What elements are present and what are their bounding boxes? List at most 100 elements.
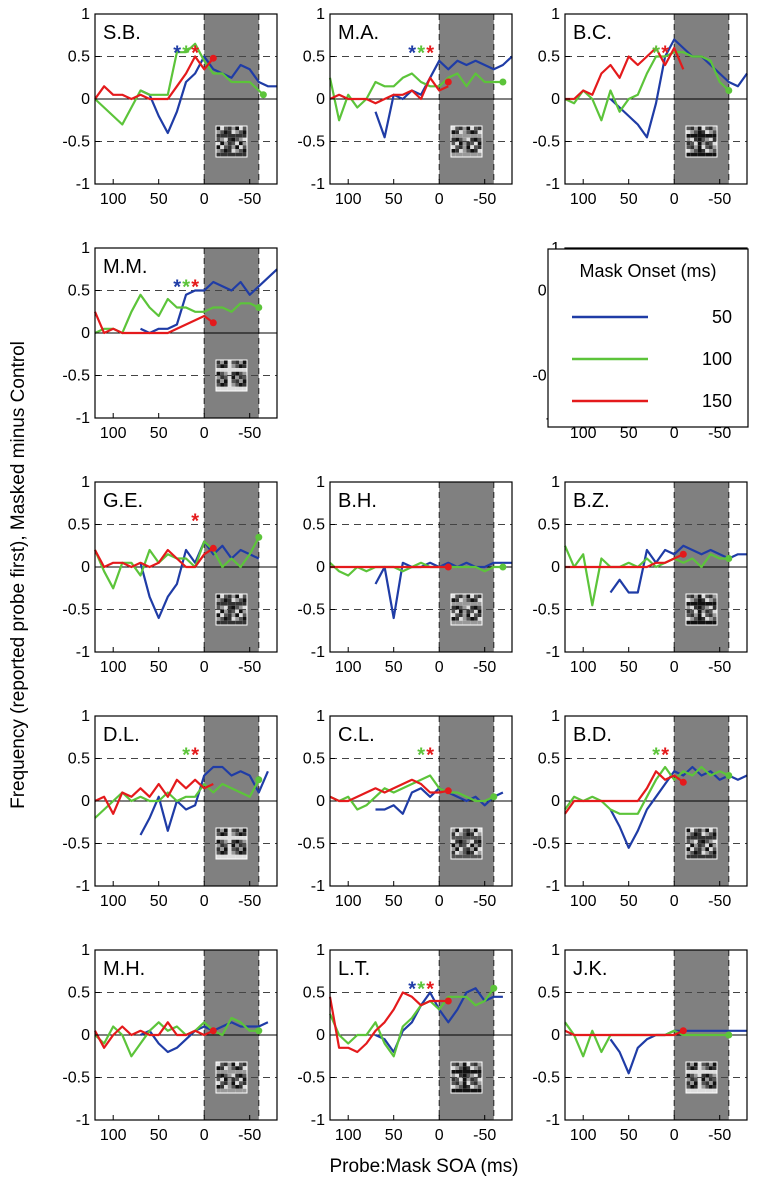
mask-icon-cell (224, 609, 228, 614)
mask-icon-cell (470, 620, 474, 625)
mask-icon-cell (694, 152, 698, 157)
significance-star-red: * (426, 745, 434, 767)
mask-icon-cell (451, 1077, 456, 1082)
mask-icon-cell (709, 145, 713, 149)
mask-icon-cell (462, 828, 467, 833)
mask-icon-cell (459, 145, 463, 149)
significance-star-red: * (426, 43, 434, 65)
x-tick-label: 50 (385, 1127, 403, 1144)
mask-icon-cell (455, 594, 459, 599)
mask-icon-cell (220, 364, 224, 368)
mask-icon-cell (709, 1081, 713, 1085)
mask-icon-cell (701, 609, 706, 614)
mask-icon-cell (227, 602, 232, 606)
y-tick-label: 1 (316, 474, 325, 491)
mask-icon-cell (686, 1081, 691, 1085)
mask-icon-cell (466, 598, 471, 602)
series-endpoint-150 (209, 54, 217, 62)
mask-icon-cell (459, 620, 463, 625)
mask-icon-cell (227, 613, 232, 617)
mask-icon-cell (231, 598, 236, 602)
series-endpoint-100 (490, 793, 498, 801)
mask-icon-cell (239, 613, 243, 617)
mask-icon-cell (697, 832, 702, 836)
mask-icon-cell (216, 386, 221, 391)
mask-icon-cell (466, 828, 471, 833)
mask-icon-cell (216, 1081, 221, 1085)
mask-icon-cell (235, 1077, 239, 1082)
mask-icon-cell (705, 126, 709, 131)
mask-icon-cell (239, 605, 243, 610)
mask-icon-cell (216, 1073, 221, 1078)
mask-icon-cell (477, 609, 482, 614)
mask-icon-cell (701, 598, 706, 602)
mask-icon-cell (705, 130, 709, 134)
mask-icon-cell (216, 371, 221, 376)
mask-icon-cell (705, 594, 709, 599)
mask-icon-cell (712, 851, 717, 855)
significance-star-red: * (191, 277, 199, 299)
x-tick-label: 50 (150, 659, 168, 676)
mask-icon-cell (470, 609, 474, 614)
y-tick-label: -1 (76, 878, 90, 895)
y-tick-label: 1 (316, 6, 325, 23)
mask-icon-cell (459, 1066, 463, 1070)
mask-icon-cell (231, 386, 236, 391)
mask-icon-cell (235, 368, 239, 372)
mask-icon-cell (705, 605, 709, 610)
mask-icon-cell (470, 605, 474, 610)
mask-icon-cell (242, 360, 247, 365)
mask-icon-cell (224, 137, 228, 142)
mask-icon-cell (459, 1073, 463, 1078)
mask-icon-cell (474, 141, 478, 146)
mask-icon-cell (455, 1077, 459, 1082)
mask-icon-cell (462, 1077, 467, 1082)
mask-icon-cell (220, 1066, 224, 1070)
mask-icon-cell (227, 836, 232, 840)
y-tick-label: -1 (76, 176, 90, 193)
mask-icon-cell (216, 383, 221, 387)
x-tick-label: 100 (100, 1127, 127, 1144)
y-tick-label: 0.5 (303, 985, 325, 1002)
mask-icon-cell (220, 843, 224, 848)
mask-icon-cell (231, 602, 236, 606)
mask-icon-cell (690, 594, 694, 599)
mask-icon-cell (231, 375, 236, 380)
mask-icon-cell (701, 854, 706, 859)
series-line-50 (139, 765, 269, 836)
y-tick-label: 0.5 (538, 49, 560, 66)
series-line-150 (94, 778, 214, 815)
mask-icon-cell (227, 386, 232, 391)
mask-icon-cell (451, 1085, 456, 1089)
panel-title: B.D. (573, 724, 612, 746)
mask-icon-cell (242, 1073, 247, 1078)
x-tick-label: 100 (570, 191, 597, 208)
mask-icon-cell (220, 379, 224, 383)
mask-icon-cell (712, 843, 717, 848)
mask-icon-cell (227, 149, 232, 153)
y-tick-label: 1 (81, 474, 90, 491)
mask-icon-cell (694, 854, 698, 859)
mask-icon-cell (697, 149, 702, 153)
mask-icon-cell (709, 134, 713, 138)
mask-icon-cell (470, 594, 474, 599)
x-tick-label: 0 (200, 893, 209, 910)
series-endpoint-100 (725, 87, 733, 94)
mask-icon-cell (709, 851, 713, 855)
mask-icon-cell (220, 1081, 224, 1085)
mask-icon-cell (701, 617, 706, 621)
mask-icon-cell (712, 152, 717, 157)
mask-icon-cell (477, 828, 482, 833)
series-line-100 (564, 51, 730, 122)
mask-icon-cell (227, 375, 232, 380)
x-tick-label: 100 (335, 659, 362, 676)
mask-icon-cell (451, 152, 456, 157)
mask-icon-cell (227, 126, 232, 131)
mask-icon-cell (686, 1077, 691, 1082)
mask-icon-cell (231, 839, 236, 844)
mask-icon-cell (231, 1066, 236, 1070)
y-tick-label: 1 (316, 942, 325, 959)
mask-icon-cell (242, 839, 247, 844)
mask-icon-cell (451, 1073, 456, 1078)
mask-icon-cell (701, 1066, 706, 1070)
